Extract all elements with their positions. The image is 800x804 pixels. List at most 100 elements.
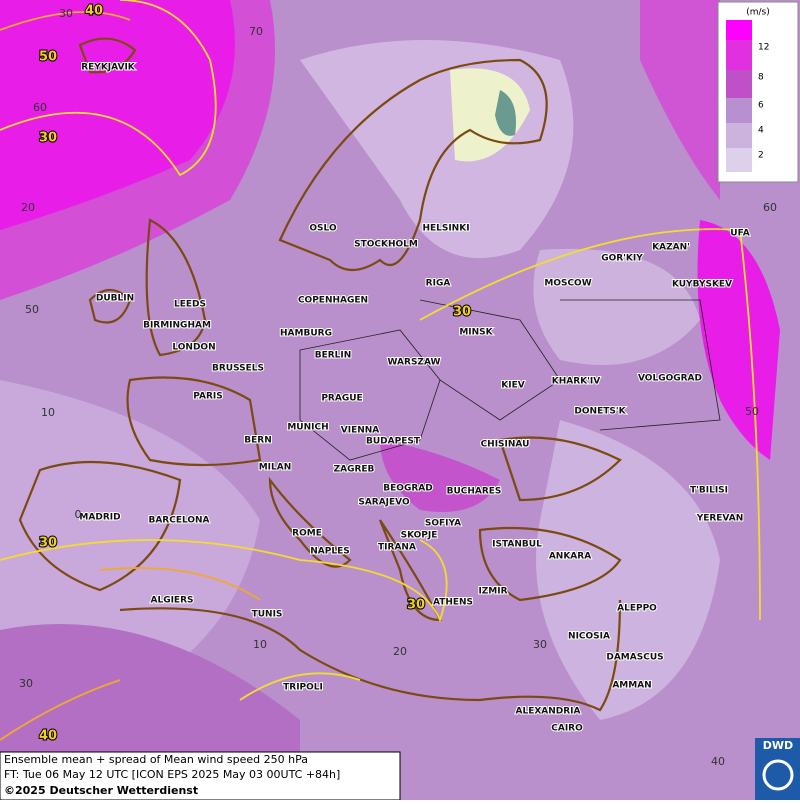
isotachs xyxy=(0,0,761,701)
grid-label: 30 xyxy=(533,638,547,651)
isotachs xyxy=(0,11,261,741)
city-label: TIRANA xyxy=(378,543,416,553)
city-label: TUNIS xyxy=(252,610,283,620)
city-label: PRAGUE xyxy=(321,394,362,404)
city-label: VIENNA xyxy=(341,426,380,436)
city-label: AMMAN xyxy=(612,681,651,691)
city-label: BEOGRAD xyxy=(383,484,432,494)
shade-lowest xyxy=(495,90,516,136)
footer-line: Ensemble mean + spread of Mean wind spee… xyxy=(4,753,308,766)
contour-label: 40 xyxy=(85,4,103,19)
city-label: NAPLES xyxy=(310,547,349,557)
city-label: COPENHAGEN xyxy=(298,296,368,306)
city-label: MILAN xyxy=(259,463,292,473)
grid-label: 30 xyxy=(19,677,33,690)
city-label: CHISINAU xyxy=(481,440,530,450)
legend-swatch xyxy=(726,98,752,123)
contour-label: 30 xyxy=(407,598,425,613)
city-label: LONDON xyxy=(172,343,215,353)
legend: (m/s) 12 8 6 4 2 xyxy=(717,1,799,183)
contour-label: 50 xyxy=(39,50,57,65)
legend-level: 6 xyxy=(758,101,764,111)
grid-label: 10 xyxy=(41,406,55,419)
grid-label: 40 xyxy=(711,755,725,768)
legend-swatch xyxy=(726,40,752,70)
grid-label: 50 xyxy=(745,405,759,418)
city-label: LEEDS xyxy=(174,300,206,310)
legend-level: 2 xyxy=(758,151,764,161)
jet-core-east xyxy=(697,220,780,460)
footer-box xyxy=(0,751,401,801)
grid-label: 50 xyxy=(25,303,39,316)
city-label: NICOSIA xyxy=(568,632,610,642)
city-label: ALGIERS xyxy=(151,596,194,606)
city-label: BUCHARES xyxy=(447,487,502,497)
borders xyxy=(299,299,721,461)
city-label: VOLGOGRAD xyxy=(638,374,702,384)
legend-swatch xyxy=(726,20,752,40)
city-label: RIGA xyxy=(426,279,451,289)
city-label: ALEPPO xyxy=(617,604,657,614)
city-label: KIEV xyxy=(501,381,524,391)
shade-light xyxy=(536,420,720,720)
contour-label: 30 xyxy=(453,305,471,320)
legend-swatch xyxy=(726,148,752,172)
shade xyxy=(380,440,500,512)
city-label: BIRMINGHAM xyxy=(143,321,211,331)
grid-label: 60 xyxy=(763,201,777,214)
city-label: SOFIYA xyxy=(425,519,461,529)
contour-label: 40 xyxy=(39,729,57,744)
city-label: SKOPJE xyxy=(401,531,438,541)
city-label: OSLO xyxy=(309,224,337,234)
city-label: ATHENS xyxy=(433,598,473,608)
city-label: KHARK'IV xyxy=(552,377,600,387)
city-label: MUNICH xyxy=(287,423,328,433)
footer-line: FT: Tue 06 May 12 UTC [ICON EPS 2025 May… xyxy=(4,768,340,781)
city-label: ALEXANDRIA xyxy=(516,707,581,717)
city-label: BERN xyxy=(244,436,271,446)
city-label: REYKJAVIK xyxy=(81,63,136,73)
grid-label: 70 xyxy=(249,25,263,38)
city-label: DONETS'K xyxy=(574,407,626,417)
city-label: PARIS xyxy=(193,392,223,402)
grid-label: 30 xyxy=(59,7,73,20)
city-label: MOSCOW xyxy=(544,279,591,289)
grid-label: 0 xyxy=(75,508,82,521)
city-label: KAZAN' xyxy=(652,243,690,253)
legend-swatch xyxy=(726,70,752,98)
logo: DWD xyxy=(763,739,793,752)
city-label: TRIPOLI xyxy=(283,683,323,693)
shade xyxy=(640,0,720,200)
grid-label: 10 xyxy=(253,638,267,651)
city-label: BUDAPEST xyxy=(366,437,421,447)
city-label: ISTANBUL xyxy=(492,540,542,550)
jet-core xyxy=(0,0,235,230)
city-label: T'BILISI xyxy=(690,486,728,496)
legend-level: 8 xyxy=(758,73,764,83)
city-label: IZMIR xyxy=(478,587,507,597)
city-label: ROME xyxy=(292,529,322,539)
legend-level: 4 xyxy=(758,126,764,136)
city-label: HELSINKI xyxy=(422,224,469,234)
city-label: ANKARA xyxy=(549,552,591,562)
city-label: WARSZAW xyxy=(388,358,441,368)
grid-label: 60 xyxy=(33,101,47,114)
city-label: CAIRO xyxy=(551,724,583,734)
footer-line: ©2025 Deutscher Wetterdienst xyxy=(4,784,198,797)
city-label: ZAGREB xyxy=(334,465,375,475)
city-label: STOCKHOLM xyxy=(354,240,418,250)
legend-swatch xyxy=(726,123,752,148)
city-label: MADRID xyxy=(79,513,120,523)
city-label: UFA xyxy=(730,229,749,239)
city-label: KUYBYSKEV xyxy=(672,280,732,290)
city-label: BRUSSELS xyxy=(212,364,264,374)
city-label: BERLIN xyxy=(315,351,352,361)
grid-label: 20 xyxy=(21,201,35,214)
legend-unit: (m/s) xyxy=(746,8,770,18)
grid-label: 20 xyxy=(393,645,407,658)
legend-level: 12 xyxy=(758,43,769,53)
city-label: BARCELONA xyxy=(148,516,209,526)
shade-light xyxy=(533,248,700,365)
city-label: DAMASCUS xyxy=(606,653,663,663)
